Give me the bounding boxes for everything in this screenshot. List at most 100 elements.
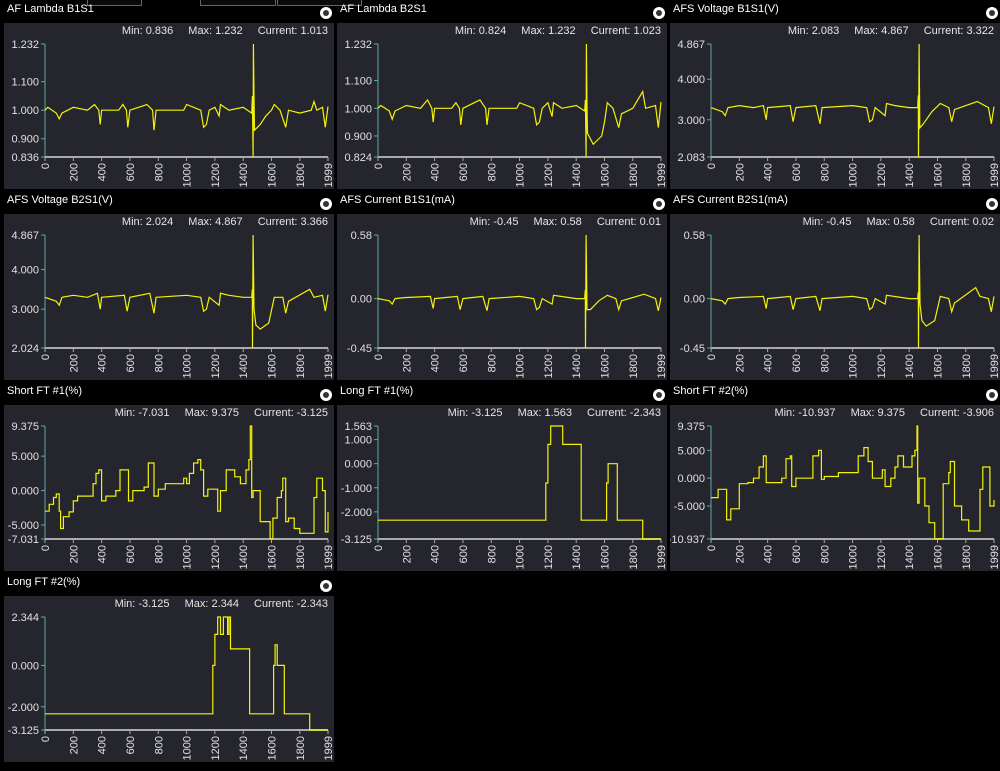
current-value: -3.125 bbox=[296, 407, 328, 419]
chart-stats: Min: -0.45 Max: 0.58 Current: 0.01 bbox=[467, 216, 661, 228]
x-tick-label: 1800 bbox=[295, 163, 307, 187]
x-tick-label: 0 bbox=[40, 545, 52, 551]
record-toggle-icon[interactable] bbox=[320, 580, 332, 592]
x-tick-label: 0 bbox=[373, 545, 385, 551]
x-tick-label: 1200 bbox=[210, 736, 222, 760]
record-toggle-icon[interactable] bbox=[986, 7, 998, 19]
x-tick-label: 1200 bbox=[543, 163, 555, 187]
x-tick-label: 200 bbox=[734, 163, 746, 181]
y-tick-label: -3.125 bbox=[341, 534, 372, 546]
chart-title: AF Lambda B1S1 bbox=[7, 3, 94, 15]
x-tick-label: 600 bbox=[125, 163, 137, 181]
min-value: 0.824 bbox=[478, 25, 507, 37]
top-tab-1[interactable] bbox=[87, 0, 142, 6]
min-label: Min: bbox=[774, 407, 796, 419]
x-tick-label: 400 bbox=[430, 545, 442, 563]
current-label: Current: bbox=[254, 598, 294, 610]
record-toggle-icon[interactable] bbox=[653, 389, 665, 401]
record-toggle-icon[interactable] bbox=[986, 198, 998, 210]
x-tick-label: 1600 bbox=[267, 163, 279, 187]
min-label: Min: bbox=[114, 407, 136, 419]
y-tick-label: 1.100 bbox=[11, 77, 39, 89]
max-value: 0.58 bbox=[893, 216, 915, 228]
current-label: Current: bbox=[929, 216, 970, 228]
chart-stats: Min: 0.836 Max: 1.232 Current: 1.013 bbox=[119, 25, 328, 37]
x-tick-label: 1400 bbox=[238, 736, 250, 760]
current-label: Current: bbox=[590, 25, 631, 37]
min-label: Min: bbox=[121, 216, 143, 228]
chart-panel: Min: 2.024 Max: 4.867 Current: 3.366 4.867 4… bbox=[4, 214, 334, 380]
x-tick-label: 1000 bbox=[182, 545, 194, 569]
current-label: Current: bbox=[923, 25, 964, 37]
chart-cell: AFS Current B2S1(mA) Min: -0.45 Max: 0.58 … bbox=[670, 191, 1000, 381]
y-tick-label: 0.58 bbox=[684, 230, 705, 242]
x-tick-label: 1600 bbox=[267, 354, 279, 378]
max-label: Max: bbox=[866, 216, 891, 228]
record-toggle-icon[interactable] bbox=[320, 7, 332, 19]
x-tick-label: 400 bbox=[430, 354, 442, 372]
y-tick-label: 0.836 bbox=[11, 152, 39, 164]
y-tick-label: -10.937 bbox=[670, 534, 705, 546]
x-tick-label: 1999 bbox=[989, 545, 1000, 569]
max-label: Max: bbox=[517, 407, 542, 419]
current-label: Current: bbox=[257, 216, 298, 228]
line-chart: 0.58 0.00 -0.450 200 400 600 800 1000 1200 1400 16… bbox=[347, 230, 667, 378]
current-value: 3.366 bbox=[300, 216, 328, 228]
chart-cell: Short FT #1(%) Min: -7.031 Max: 9.375 Curr… bbox=[4, 382, 334, 572]
x-tick-label: 1600 bbox=[933, 163, 945, 187]
x-tick-label: 1600 bbox=[933, 545, 945, 569]
x-tick-label: 1800 bbox=[961, 163, 973, 187]
x-tick-label: 1600 bbox=[933, 354, 945, 378]
record-toggle-icon[interactable] bbox=[653, 7, 665, 19]
x-tick-label: 1999 bbox=[323, 736, 334, 760]
chart-stats: Min: -7.031 Max: 9.375 Current: -3.125 bbox=[112, 407, 328, 419]
x-tick-label: 0 bbox=[40, 736, 52, 742]
x-tick-label: 1000 bbox=[182, 354, 194, 378]
chart-stats: Min: -3.125 Max: 1.563 Current: -2.343 bbox=[445, 407, 661, 419]
y-tick-label: -0.45 bbox=[347, 343, 372, 355]
y-tick-label: 0.000 bbox=[11, 486, 39, 498]
y-tick-label: 2.083 bbox=[677, 152, 705, 164]
max-label: Max: bbox=[184, 407, 209, 419]
x-tick-label: 600 bbox=[125, 354, 137, 372]
record-toggle-icon[interactable] bbox=[320, 198, 332, 210]
top-tab-2[interactable] bbox=[200, 0, 276, 6]
y-tick-label: 0.00 bbox=[351, 294, 372, 306]
current-value: -2.343 bbox=[629, 407, 661, 419]
x-tick-label: 800 bbox=[819, 545, 831, 563]
y-tick-label: 0.00 bbox=[684, 294, 705, 306]
min-label: Min: bbox=[787, 25, 809, 37]
max-label: Max: bbox=[521, 25, 546, 37]
x-tick-label: 1600 bbox=[267, 736, 279, 760]
x-tick-label: 1400 bbox=[238, 545, 250, 569]
top-tab-3[interactable] bbox=[277, 0, 362, 6]
x-tick-label: 600 bbox=[458, 354, 470, 372]
y-tick-label: 5.000 bbox=[677, 445, 705, 457]
y-tick-label: 4.000 bbox=[677, 74, 705, 86]
chart-panel: Min: -10.937 Max: 9.375 Current: -3.906 9.3… bbox=[670, 405, 1000, 571]
series-line bbox=[377, 234, 662, 349]
chart-cell: Long FT #1(%) Min: -3.125 Max: 1.563 Curre… bbox=[337, 382, 667, 572]
max-value: 1.232 bbox=[215, 25, 243, 37]
x-tick-label: 1000 bbox=[848, 545, 860, 569]
x-tick-label: 0 bbox=[706, 545, 718, 551]
min-value: -0.45 bbox=[826, 216, 852, 228]
chart-panel: Min: 2.083 Max: 4.867 Current: 3.322 4.867 4… bbox=[670, 23, 1000, 189]
current-value: -2.343 bbox=[296, 598, 328, 610]
y-tick-label: -5.000 bbox=[674, 501, 705, 513]
record-toggle-icon[interactable] bbox=[986, 389, 998, 401]
chart-cell: Short FT #2(%) Min: -10.937 Max: 9.375 Cur… bbox=[670, 382, 1000, 572]
x-tick-label: 800 bbox=[153, 163, 165, 181]
record-toggle-icon[interactable] bbox=[653, 198, 665, 210]
record-toggle-icon[interactable] bbox=[320, 389, 332, 401]
chart-stats: Min: -10.937 Max: 9.375 Current: -3.906 bbox=[771, 407, 994, 419]
chart-cell: AFS Voltage B1S1(V) Min: 2.083 Max: 4.867 … bbox=[670, 0, 1000, 190]
x-tick-label: 400 bbox=[97, 545, 109, 563]
series-line bbox=[377, 43, 662, 158]
y-tick-label: 0.000 bbox=[677, 473, 705, 485]
y-tick-label: 0.58 bbox=[351, 230, 372, 242]
x-tick-label: 800 bbox=[486, 545, 498, 563]
